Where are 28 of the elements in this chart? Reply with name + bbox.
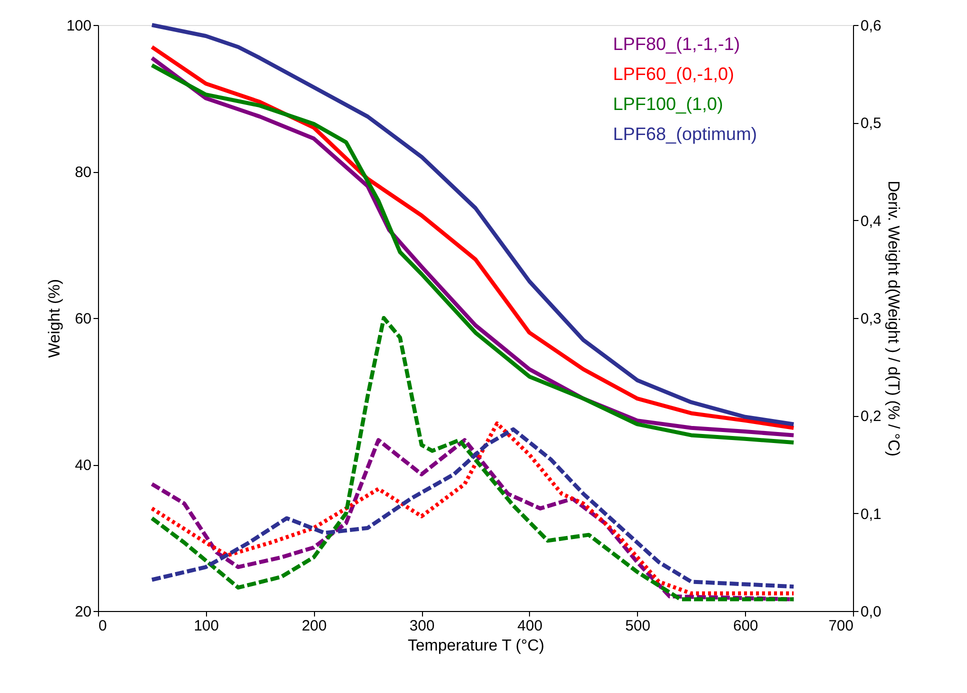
y2-tick-label: 0,4 [860,212,882,230]
y2-tick-label: 0,6 [860,18,882,34]
text: LPF100_(1,0) [613,94,724,114]
text: LPF80_(1,-1,-1) [613,34,740,54]
text: LPF60_(0,-1,0) [613,64,734,84]
y-tick-label: 60 [74,310,92,328]
x-tick-label: 700 [828,618,854,634]
y2-tick-label: 0,1 [860,506,882,523]
y2-tick-label: 0,3 [860,310,882,328]
y2-tick-label: 0,5 [860,115,882,132]
y-tick-label: 100 [66,18,92,34]
y2-tick-label: 0,2 [860,408,882,426]
y-axis-title: Weight (%) [46,279,64,358]
y-tick-label: 40 [74,457,92,474]
line-series [150,316,796,602]
x-axis-title: Temperature T (°C) [408,638,544,654]
text: LPF68_(optimum) [613,124,758,144]
x-tick-label: 0 [98,618,107,634]
y2-axis-title: Deriv. Weight d(Weight ) / d(T) (% / °C) [884,180,902,456]
y2-tick-label: 0,0 [860,604,882,620]
y-tick-label: 80 [74,164,92,181]
x-tick-label: 200 [302,618,327,634]
x-tick-label: 300 [410,618,435,634]
x-tick-label: 600 [733,618,758,634]
x-tick-label: 100 [194,618,219,634]
x-tick-label: 500 [625,618,650,634]
y-tick-label: 20 [74,604,92,620]
x-tick-label: 400 [517,618,542,634]
